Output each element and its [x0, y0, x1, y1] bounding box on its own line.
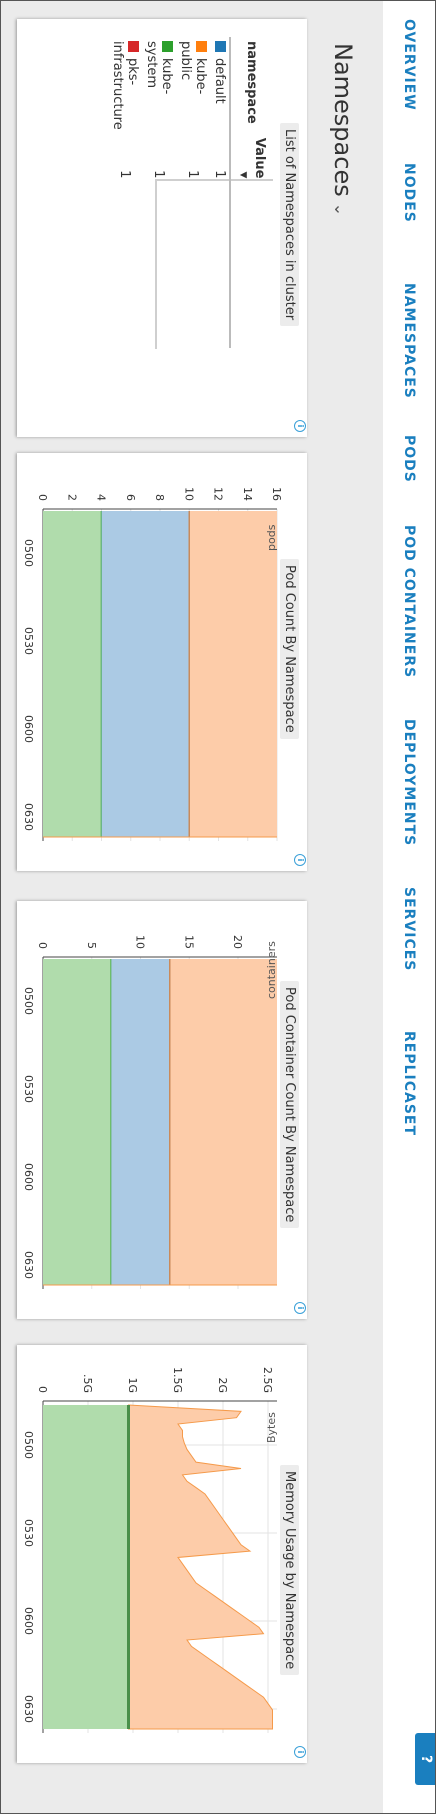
pod-container-count-chart: 0500 0530 0600 0630 0 5 10 15 20 containers [22, 935, 278, 1289]
y-tick-label: 14 [241, 487, 254, 501]
y-tick-label: 2G [216, 1377, 229, 1393]
legend-swatch [215, 41, 226, 52]
nav-deployments[interactable]: DEPLOYMENTS [401, 719, 417, 847]
page-title[interactable]: Namespaces ⌄ [329, 43, 357, 216]
nav-pod-containers[interactable]: POD CONTAINERS [401, 525, 417, 679]
y-tick-label: 16 [270, 487, 283, 501]
y-tick-label: 5 [85, 942, 98, 949]
x-tick-label: 0530 [22, 627, 35, 655]
area-default [111, 959, 170, 1285]
x-tick-label: 0600 [22, 715, 35, 743]
value-cell: 1 [185, 170, 201, 179]
legend-swatch [196, 41, 207, 52]
y-tick-label: 4 [95, 494, 108, 501]
nav-replicaset[interactable]: REPLICASET [401, 1031, 417, 1137]
y-tick-label: 12 [212, 487, 225, 501]
y-tick-label: 1.5G [171, 1367, 184, 1393]
namespace-name: pks-infrastructure [110, 41, 140, 130]
top-navigation: OVERVIEW NODES NAMESPACES PODS POD CONTA… [383, 1, 435, 1814]
area-kube-public [128, 1404, 273, 1730]
y-axis-label: containers [265, 941, 278, 999]
y-tick-label: 0 [36, 1386, 49, 1393]
page-title-text: Namespaces [329, 43, 357, 197]
pod-container-count-panel: Pod Container Count By Namespace i 0500 0… [17, 901, 307, 1319]
area-kube-system [43, 1405, 129, 1729]
x-tick-label: 0530 [22, 1519, 35, 1547]
pod-count-chart: 0500 0530 0600 0630 0 2 4 6 8 10 12 14 16 pods [22, 487, 283, 841]
pod-count-panel: Pod Count By Namespace i 0500 0530 0600 063… [17, 453, 307, 871]
memory-usage-chart: 0500 0530 0600 0630 0 .5G 1G 1.5G 2G 2.5G Bytes [22, 1367, 278, 1733]
y-tick-label: 1G [126, 1377, 139, 1393]
nav-services[interactable]: SERVICES [401, 887, 417, 972]
area-kube-system [43, 959, 112, 1285]
x-tick-label: 0500 [22, 1431, 35, 1459]
y-tick-label: 6 [124, 494, 137, 501]
y-tick-label: 10 [134, 935, 147, 949]
nav-overview[interactable]: OVERVIEW [401, 19, 417, 111]
x-tick-label: 0600 [22, 1607, 35, 1635]
area-kube-public [169, 959, 277, 1285]
namespace-cell: kube-public [176, 37, 210, 134]
y-tick-label: 15 [182, 935, 195, 949]
column-header-namespace[interactable]: namespace [230, 37, 273, 134]
value-cell: 1 [117, 170, 133, 179]
value-cell: 1 [212, 170, 227, 179]
y-tick-label: 0 [36, 942, 49, 949]
table-row: kube-system 1 [142, 37, 176, 348]
nav-namespaces[interactable]: NAMESPACES [401, 283, 417, 399]
legend-swatch [128, 41, 139, 52]
column-header-value[interactable]: Value ▼ [230, 133, 273, 349]
namespaces-table: namespace Value ▼ default 1 kube-public 1 ku… [108, 37, 273, 349]
legend-swatch [162, 41, 173, 52]
area-kube-public [189, 511, 277, 837]
table-row: default 1 [210, 37, 230, 348]
y-tick-label: 10 [182, 487, 195, 501]
namespace-name: default [212, 58, 227, 104]
table-row: kube-public 1 [176, 37, 210, 348]
y-tick-label: 8 [153, 494, 166, 501]
x-tick-label: 0600 [22, 1163, 35, 1191]
namespaces-table-panel: List of Namespaces in cluster i namespac… [17, 19, 307, 437]
x-tick-label: 0630 [22, 1251, 35, 1279]
memory-usage-panel: Memory Usage by Namespace i 0500 0530 0600… [17, 1345, 307, 1763]
column-header-value-label: Value [252, 137, 267, 179]
y-tick-label: 0 [36, 494, 49, 501]
y-tick-label: 20 [231, 935, 244, 949]
area-default [101, 511, 190, 837]
table-row: pks-infrastructure 1 [108, 37, 142, 348]
namespace-cell: default [210, 37, 230, 134]
y-tick-label: 2.5G [261, 1367, 274, 1393]
x-tick-label: 0500 [22, 539, 35, 567]
sort-desc-icon[interactable]: ▼ [238, 171, 248, 179]
x-tick-label: 0630 [22, 803, 35, 831]
nav-nodes[interactable]: NODES [401, 163, 417, 223]
area-kube-system [43, 511, 102, 837]
y-axis-label: pods [265, 524, 278, 551]
value-cell: 1 [151, 170, 167, 179]
info-icon[interactable]: i [294, 420, 306, 432]
chevron-down-icon[interactable]: ⌄ [331, 202, 350, 217]
y-axis-label: Bytes [265, 1412, 278, 1443]
x-tick-label: 0630 [22, 1695, 35, 1723]
panel-title: List of Namespaces in cluster [280, 123, 299, 327]
y-tick-label: 2 [65, 494, 78, 501]
y-tick-label: .5G [81, 1374, 94, 1393]
namespace-cell: pks-infrastructure [108, 37, 142, 134]
x-tick-label: 0530 [22, 1075, 35, 1103]
namespace-cell: kube-system [142, 37, 176, 134]
x-tick-label: 0500 [22, 987, 35, 1015]
nav-pods[interactable]: PODS [401, 435, 417, 483]
help-button[interactable]: ? [415, 1733, 435, 1785]
